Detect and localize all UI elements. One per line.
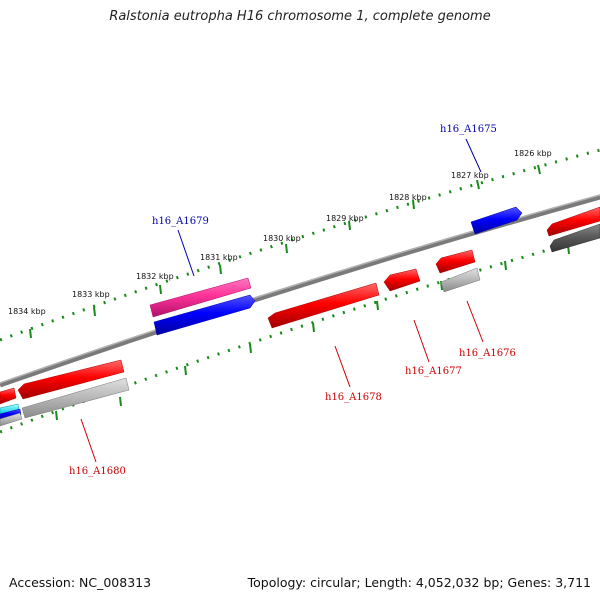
gene-label-h16-A1678[interactable]: h16_A1678 [325,392,382,403]
inner-ruler-track [0,233,600,434]
gene-h16-A1676[interactable] [435,249,476,274]
chromosome-backbone [0,194,600,388]
gene-h16-A1675[interactable] [470,206,523,235]
tick-label: 1827 kbp [451,171,489,180]
gene-label-h16-A1676[interactable]: h16_A1676 [459,348,516,359]
gene-label-h16-A1679[interactable]: h16_A1679 [152,216,209,227]
gene-label-h16-A1680[interactable]: h16_A1680 [69,466,126,477]
label-leader-lines [80,138,484,463]
gene-h16-A1679-rna[interactable] [149,277,252,318]
gene-label-h16-A1677[interactable]: h16_A1677 [405,366,462,377]
tick-label: 1830 kbp [263,234,301,243]
tick-label: 1833 kbp [72,290,110,299]
tick-label: 1829 kbp [326,214,364,223]
gene-h16-A1680[interactable] [17,359,125,400]
outer-ruler-track [0,148,600,342]
accession-label: Accession: NC_008313 [9,575,152,590]
gene-right-edge-dark[interactable] [549,223,600,253]
gene-h16-A1676-pseudo[interactable] [440,267,481,293]
inner-ruler-ticks [55,244,570,421]
tick-label: 1828 kbp [389,193,427,202]
tick-label: 1832 kbp [136,272,174,281]
tick-label: 1831 kbp [200,253,238,262]
outer-ruler-ticks [29,164,541,339]
gene-h16-A1678[interactable] [267,282,380,329]
gene-label-h16-A1675[interactable]: h16_A1675 [440,124,497,135]
gene-left-edge-gray[interactable] [0,412,23,427]
gene-h16-A1679[interactable] [153,294,256,336]
gene-h16-A1680-pseudo[interactable] [21,377,130,419]
genome-summary: Topology: circular; Length: 4,052,032 bp… [247,575,591,590]
tick-label: 1834 kbp [8,307,46,316]
gene-right-edge-red[interactable] [546,206,600,237]
gene-left-edge-red[interactable] [0,387,17,405]
tick-label: 1826 kbp [514,149,552,158]
map-title: Ralstonia eutropha H16 chromosome 1, com… [109,9,491,24]
gene-h16-A1677[interactable] [383,268,421,292]
